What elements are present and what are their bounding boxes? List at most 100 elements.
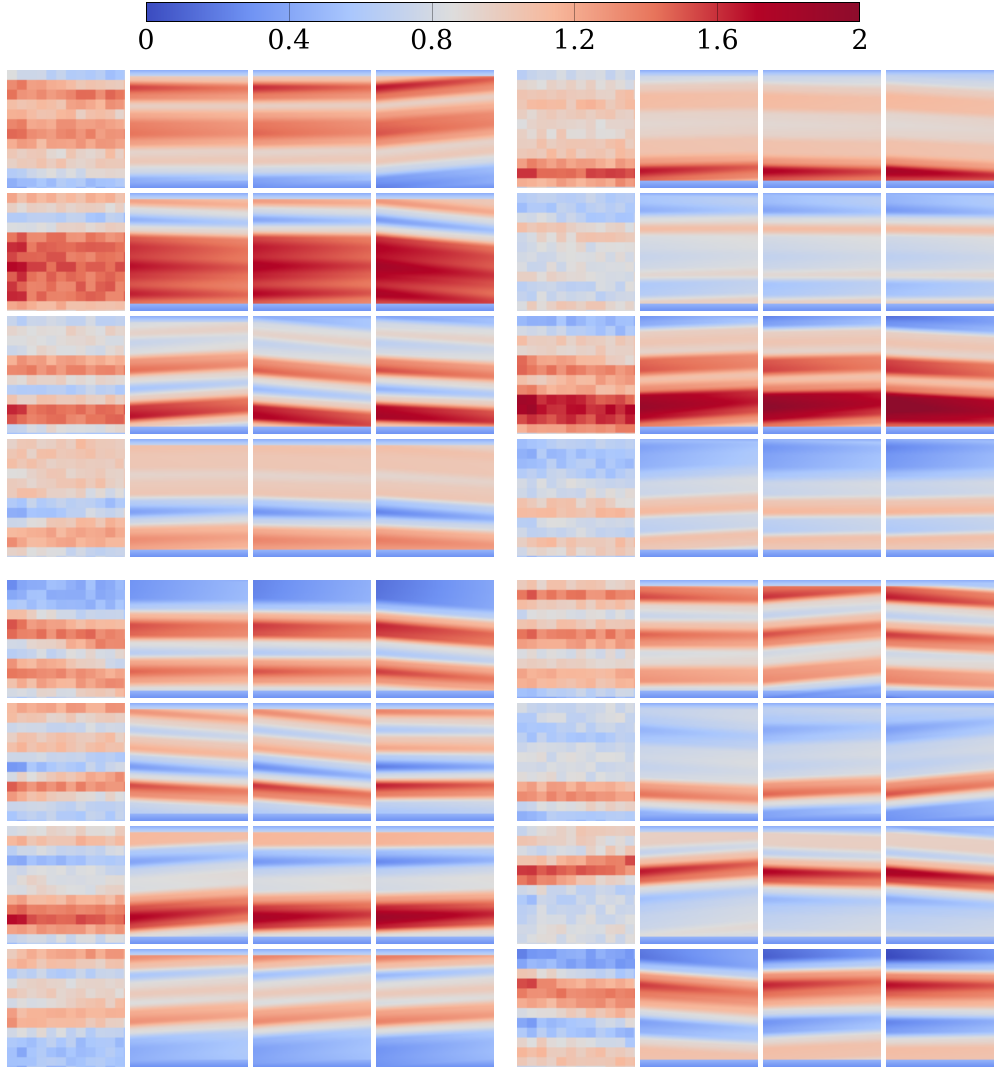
field-heatmap (763, 70, 881, 188)
field-heatmap (7, 826, 125, 944)
colorbar-tick-label: 1.2 (552, 25, 596, 56)
predicted-field-tile (253, 826, 371, 944)
predicted-field-tile (130, 439, 248, 557)
field-heatmap (7, 580, 125, 698)
predicted-field-tile (376, 703, 494, 821)
field-heatmap (886, 826, 994, 944)
field-heatmap (517, 439, 635, 557)
predicted-field-tile (763, 193, 881, 311)
field-heatmap (130, 193, 248, 311)
field-heatmap (130, 439, 248, 557)
field-heatmap (253, 439, 371, 557)
low-resolution-field-tile (7, 439, 125, 557)
predicted-field-tile (376, 193, 494, 311)
colorbar-tick-mark (431, 2, 433, 22)
field-heatmap (517, 949, 635, 1067)
low-resolution-field-tile (7, 949, 125, 1067)
field-heatmap (253, 949, 371, 1067)
low-resolution-field-tile (517, 826, 635, 944)
predicted-field-tile (376, 70, 494, 188)
field-heatmap (376, 439, 494, 557)
colorbar-tick-label: 0 (137, 25, 155, 56)
field-heatmap (130, 316, 248, 434)
predicted-field-tile (253, 439, 371, 557)
colorbar-tick-label: 0.4 (267, 25, 311, 56)
colorbar: 0 0.4 0.8 1.2 1.6 2 (0, 0, 994, 66)
field-heatmap (763, 826, 881, 944)
predicted-field-tile (130, 70, 248, 188)
field-heatmap (763, 439, 881, 557)
field-heatmap (376, 826, 494, 944)
predicted-field-tile (253, 316, 371, 434)
predicted-field-tile (763, 70, 881, 188)
field-heatmap (886, 580, 994, 698)
predicted-field-tile (886, 826, 994, 944)
predicted-field-tile (886, 580, 994, 698)
colorbar-tick-label: 0.8 (410, 25, 454, 56)
predicted-field-tile (640, 826, 758, 944)
field-heatmap (640, 703, 758, 821)
predicted-field-tile (763, 439, 881, 557)
low-resolution-field-tile (7, 316, 125, 434)
field-heatmap (763, 949, 881, 1067)
field-heatmap (640, 580, 758, 698)
predicted-field-tile (376, 826, 494, 944)
predicted-field-tile (640, 949, 758, 1067)
predicted-field-tile (253, 70, 371, 188)
predicted-field-tile (886, 949, 994, 1067)
low-resolution-field-tile (7, 703, 125, 821)
low-resolution-field-tile (7, 70, 125, 188)
low-resolution-field-tile (517, 316, 635, 434)
field-heatmap (376, 580, 494, 698)
predicted-field-tile (130, 703, 248, 821)
field-heatmap (253, 70, 371, 188)
field-heatmap (640, 439, 758, 557)
predicted-field-tile (640, 439, 758, 557)
predicted-field-tile (763, 580, 881, 698)
predicted-field-tile (130, 949, 248, 1067)
predicted-field-tile (886, 193, 994, 311)
predicted-field-tile (376, 439, 494, 557)
colorbar-tick-mark (574, 2, 576, 22)
colorbar-tick-mark (717, 2, 719, 22)
field-heatmap (376, 316, 494, 434)
predicted-field-tile (130, 826, 248, 944)
field-heatmap (640, 70, 758, 188)
predicted-field-tile (376, 949, 494, 1067)
low-resolution-field-tile (7, 826, 125, 944)
field-heatmap (640, 949, 758, 1067)
field-heatmap (886, 949, 994, 1067)
field-heatmap (763, 316, 881, 434)
colorbar-tick-label: 2 (851, 25, 869, 56)
field-heatmap (640, 826, 758, 944)
predicted-field-tile (130, 316, 248, 434)
field-heatmap (130, 580, 248, 698)
predicted-field-tile (640, 193, 758, 311)
field-heatmap (7, 316, 125, 434)
low-resolution-field-tile (517, 193, 635, 311)
field-heatmap (517, 826, 635, 944)
field-heatmap (517, 316, 635, 434)
predicted-field-tile (886, 439, 994, 557)
predicted-field-tile (763, 316, 881, 434)
field-heatmap (886, 439, 994, 557)
predicted-field-tile (253, 703, 371, 821)
field-heatmap (763, 193, 881, 311)
field-heatmap (517, 580, 635, 698)
low-resolution-field-tile (517, 580, 635, 698)
predicted-field-tile (763, 949, 881, 1067)
field-heatmap (7, 949, 125, 1067)
field-heatmap (517, 193, 635, 311)
low-resolution-field-tile (7, 193, 125, 311)
field-heatmap (253, 316, 371, 434)
field-heatmap (886, 316, 994, 434)
low-resolution-field-tile (7, 580, 125, 698)
predicted-field-tile (886, 316, 994, 434)
predicted-field-tile (886, 70, 994, 188)
field-heatmap (130, 949, 248, 1067)
low-resolution-field-tile (517, 949, 635, 1067)
colorbar-gradient (146, 2, 860, 22)
predicted-field-tile (376, 316, 494, 434)
predicted-field-tile (130, 580, 248, 698)
